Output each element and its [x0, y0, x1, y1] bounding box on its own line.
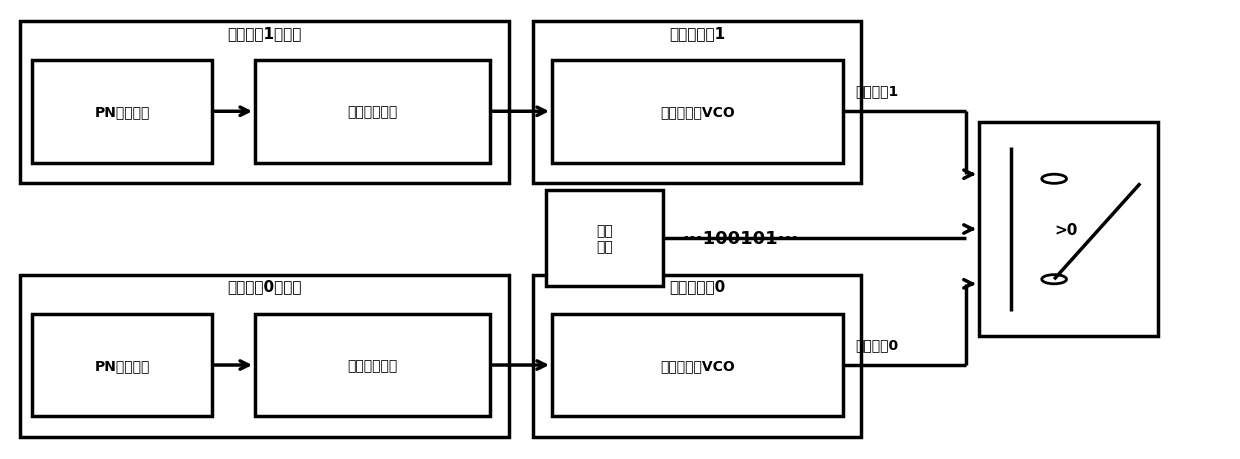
Bar — [255, 61, 490, 163]
Bar — [20, 22, 508, 184]
Text: 频率合成器1: 频率合成器1 — [670, 26, 725, 41]
Bar — [546, 191, 663, 286]
Text: 跳频序列1生成器: 跳频序列1生成器 — [227, 26, 301, 41]
Text: 跳频信号1: 跳频信号1 — [856, 84, 898, 99]
Text: 整数位转换器: 整数位转换器 — [347, 105, 398, 119]
Bar — [978, 122, 1158, 337]
Bar — [20, 275, 508, 437]
Bar — [552, 314, 843, 417]
Text: 压控振荡器VCO: 压控振荡器VCO — [660, 105, 735, 119]
Bar — [533, 22, 862, 184]
Text: PN序列生成: PN序列生成 — [94, 105, 150, 119]
Text: 整数位转换器: 整数位转换器 — [347, 358, 398, 372]
Text: 跳频信号0: 跳频信号0 — [856, 338, 898, 352]
Bar — [32, 61, 212, 163]
Text: 压控振荡器VCO: 压控振荡器VCO — [660, 358, 735, 372]
Bar — [255, 314, 490, 417]
Bar — [533, 275, 862, 437]
Text: 跳频序列0生成器: 跳频序列0生成器 — [227, 279, 301, 294]
Text: >0: >0 — [1054, 222, 1078, 237]
Text: 频率合成器0: 频率合成器0 — [670, 279, 725, 294]
Bar — [32, 314, 212, 417]
Bar — [552, 61, 843, 163]
Text: 用户
数据: 用户 数据 — [596, 224, 613, 254]
Text: ···100101···: ···100101··· — [682, 230, 799, 247]
Text: PN序列生成: PN序列生成 — [94, 358, 150, 372]
